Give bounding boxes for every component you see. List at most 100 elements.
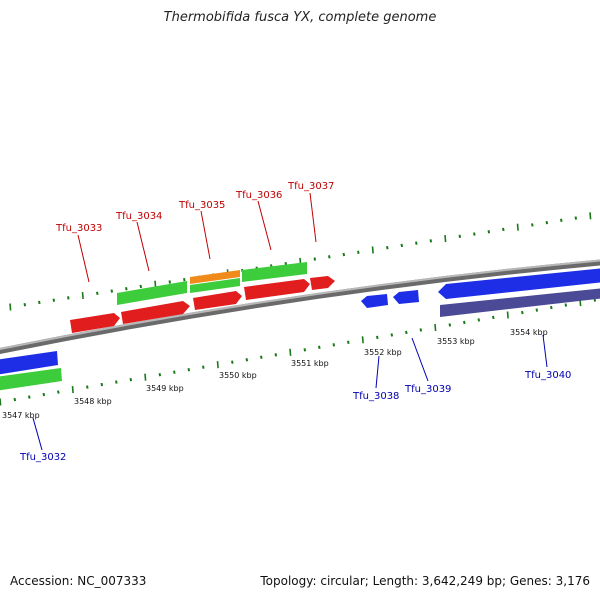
cds-feature-tfu-3034[interactable] (117, 281, 187, 305)
genome-backbone-highlight (0, 259, 600, 351)
scale-label-3552: 3552 kbp (364, 348, 402, 357)
upper-tick (139, 284, 143, 289)
upper-tick (473, 232, 476, 236)
lower-tick (477, 318, 481, 322)
lower-tick (260, 355, 263, 359)
scale-label-3551: 3551 kbp (291, 359, 329, 368)
lower-tick (506, 311, 509, 319)
upper-tick (328, 255, 331, 259)
cds-feature-tfu-3036[interactable] (242, 262, 307, 282)
upper-tick (589, 212, 592, 220)
lower-tick (550, 305, 553, 310)
reverse-gene-track (0, 268, 600, 391)
lower-tick (173, 370, 176, 374)
lower-tick (42, 392, 46, 397)
lower-tick (521, 310, 524, 315)
scale-label-3550: 3550 kbp (219, 371, 257, 380)
upper-tick (96, 291, 99, 296)
label-tfu-3033[interactable]: Tfu_3033 (55, 223, 102, 234)
upper-tick (342, 252, 346, 257)
label-tfu-3037[interactable]: Tfu_3037 (287, 181, 334, 192)
upper-tick (444, 235, 447, 243)
upper-tick (371, 246, 374, 254)
misc-feature-tfu-3035[interactable] (190, 270, 240, 284)
gene-tfu-3037[interactable] (310, 276, 335, 290)
reverse-labels: Tfu_3032 Tfu_3038 Tfu_3039 Tfu_3040 (19, 370, 571, 463)
upper-tick (502, 227, 505, 232)
gene-tfu-3040[interactable] (438, 268, 600, 299)
lower-tick (318, 345, 321, 350)
gene-tfu-3035[interactable] (193, 291, 242, 310)
upper-tick (23, 303, 27, 307)
upper-tick (168, 280, 172, 284)
upper-tick (125, 287, 128, 291)
label-tfu-3035[interactable]: Tfu_3035 (178, 200, 225, 211)
upper-tick (400, 243, 404, 248)
genome-summary-label: Topology: circular; Length: 3,642,249 bp… (260, 574, 590, 588)
label-tfu-3039[interactable]: Tfu_3039 (404, 384, 451, 395)
feature-tfu-3040[interactable] (440, 288, 600, 317)
lower-tick (71, 386, 74, 394)
leader-tfu-3040 (542, 334, 548, 368)
upper-tick (458, 234, 462, 239)
lower-tick (289, 348, 292, 356)
label-tfu-3032[interactable]: Tfu_3032 (19, 452, 66, 463)
lower-tick (57, 390, 60, 394)
lower-tick (158, 372, 162, 377)
gene-tfu-3036[interactable] (244, 279, 310, 300)
gene-tfu-3033[interactable] (70, 313, 120, 333)
gene-tfu-3034[interactable] (121, 301, 190, 324)
upper-tick (487, 230, 491, 234)
label-tfu-3034[interactable]: Tfu_3034 (115, 211, 162, 222)
lower-tick (361, 336, 364, 344)
gene-tfu-3039[interactable] (393, 290, 419, 304)
scale-label-3553: 3553 kbp (437, 337, 475, 346)
upper-tick (81, 292, 84, 300)
leader-tfu-3036 (257, 200, 272, 251)
leader-tfu-3032 (32, 417, 43, 451)
genome-backbone (0, 259, 600, 355)
cds-feature-tfu-3035[interactable] (190, 278, 240, 293)
lower-tick (144, 373, 147, 381)
scale-label-3548: 3548 kbp (74, 397, 112, 406)
upper-tick (9, 303, 12, 311)
label-tfu-3036[interactable]: Tfu_3036 (235, 190, 282, 201)
lower-tick-row (0, 298, 597, 406)
upper-tick (386, 246, 389, 250)
upper-tick (415, 241, 418, 245)
lower-tick (216, 361, 219, 369)
gene-tfu-3032[interactable] (0, 351, 58, 375)
scale-label-3554: 3554 kbp (510, 328, 548, 337)
lower-tick (13, 397, 17, 402)
upper-tick (560, 218, 563, 223)
lower-tick (28, 395, 31, 399)
upper-tick (574, 216, 578, 220)
upper-tick (52, 298, 56, 302)
upper-tick (67, 296, 70, 300)
upper-tick (110, 289, 114, 293)
upper-tick (313, 257, 317, 261)
leader-tfu-3037 (309, 192, 317, 243)
lower-tick (86, 385, 89, 389)
upper-tick (545, 220, 549, 225)
lower-tick (419, 328, 423, 332)
cds-feature-tfu-3032[interactable] (0, 368, 62, 391)
lower-tick (347, 340, 350, 345)
lower-tick (405, 330, 408, 335)
lower-tick (231, 360, 234, 364)
lower-tick (434, 323, 437, 331)
gene-tfu-3038[interactable] (361, 294, 388, 308)
leader-tfu-3038 (375, 355, 380, 389)
label-tfu-3040[interactable]: Tfu_3040 (524, 370, 571, 381)
accession-label: Accession: NC_007333 (10, 574, 147, 588)
label-tfu-3038[interactable]: Tfu_3038 (352, 391, 399, 402)
lower-tick (564, 303, 568, 307)
scale-label-3549: 3549 kbp (146, 384, 184, 393)
upper-tick (531, 223, 534, 227)
lower-tick (332, 343, 336, 347)
leader-tfu-3033 (77, 234, 90, 283)
lower-tick (100, 382, 104, 387)
leader-tfu-3034 (136, 221, 150, 272)
